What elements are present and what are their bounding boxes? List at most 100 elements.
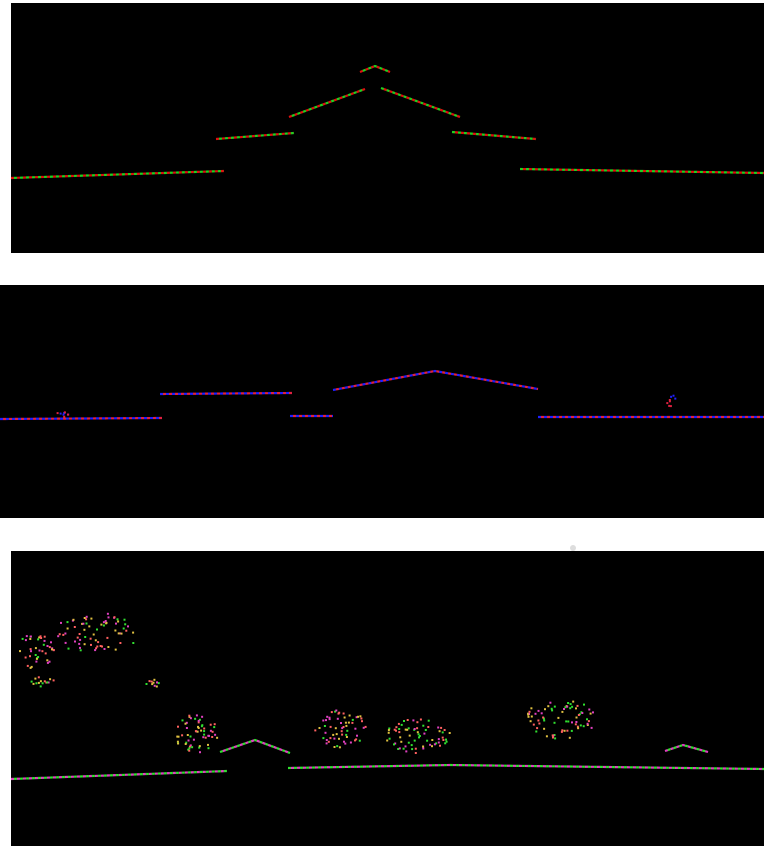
point xyxy=(44,680,46,682)
point xyxy=(118,632,120,634)
point xyxy=(361,720,363,722)
point xyxy=(329,737,331,739)
point xyxy=(322,720,324,722)
point xyxy=(587,723,589,725)
point xyxy=(341,730,343,732)
point xyxy=(345,722,347,724)
point xyxy=(27,665,29,667)
point xyxy=(530,707,532,709)
point xyxy=(216,737,218,739)
point xyxy=(567,721,569,723)
point xyxy=(199,751,201,753)
point xyxy=(95,647,97,649)
point xyxy=(132,642,134,644)
point xyxy=(569,707,571,709)
point xyxy=(119,642,121,644)
point xyxy=(431,739,433,741)
point xyxy=(101,646,103,648)
point xyxy=(399,736,401,738)
point xyxy=(156,681,158,683)
point xyxy=(408,742,410,744)
page: (() => { const NS = 'http://www.w3.org/2… xyxy=(0,0,764,846)
point xyxy=(177,726,179,728)
point xyxy=(90,618,92,620)
point xyxy=(37,638,39,640)
point xyxy=(561,711,563,713)
point xyxy=(63,414,65,416)
point xyxy=(429,744,431,746)
point xyxy=(551,708,553,710)
point xyxy=(105,620,107,622)
point xyxy=(571,730,573,732)
point xyxy=(86,616,88,618)
point xyxy=(566,730,568,732)
point xyxy=(438,742,440,744)
point xyxy=(46,681,48,683)
point xyxy=(552,737,554,739)
panel-top xyxy=(11,3,764,253)
point xyxy=(352,719,354,721)
point xyxy=(326,716,328,718)
point xyxy=(181,734,183,736)
point xyxy=(567,702,569,704)
point xyxy=(186,727,188,729)
point xyxy=(210,724,212,726)
point xyxy=(354,728,356,730)
point xyxy=(349,715,351,717)
point xyxy=(416,721,418,723)
point xyxy=(527,714,529,716)
point xyxy=(86,623,88,625)
point xyxy=(449,732,451,734)
point xyxy=(123,628,125,630)
point xyxy=(576,717,578,719)
point xyxy=(442,739,444,741)
point xyxy=(194,718,196,720)
point xyxy=(200,730,202,732)
point xyxy=(93,634,95,636)
point xyxy=(25,657,27,659)
point xyxy=(340,722,342,724)
point xyxy=(79,647,81,649)
point xyxy=(207,744,209,746)
point xyxy=(314,729,316,731)
point xyxy=(153,679,155,681)
point xyxy=(114,616,116,618)
point xyxy=(47,662,49,664)
point xyxy=(322,737,324,739)
point xyxy=(398,723,400,725)
point xyxy=(19,650,21,652)
point xyxy=(339,746,341,748)
point xyxy=(580,724,582,726)
point xyxy=(53,649,55,651)
point xyxy=(399,747,401,749)
point xyxy=(117,618,119,620)
point xyxy=(203,730,205,732)
point xyxy=(572,701,574,703)
point xyxy=(533,724,535,726)
point xyxy=(422,748,424,750)
point xyxy=(125,630,127,632)
point xyxy=(74,626,76,628)
point xyxy=(529,711,531,713)
point xyxy=(414,740,416,742)
point xyxy=(351,722,353,724)
point xyxy=(444,729,446,731)
point xyxy=(30,636,32,638)
point xyxy=(417,731,419,733)
point xyxy=(57,412,59,414)
point xyxy=(84,617,86,619)
point xyxy=(210,730,212,732)
point xyxy=(83,629,85,631)
point xyxy=(570,703,572,705)
point xyxy=(132,632,134,634)
point xyxy=(427,726,429,728)
point xyxy=(64,633,66,635)
point xyxy=(415,748,417,750)
point xyxy=(338,738,340,740)
point xyxy=(187,734,189,736)
point xyxy=(544,708,546,710)
point xyxy=(426,740,428,742)
point xyxy=(333,738,335,740)
point xyxy=(67,414,69,416)
point xyxy=(440,727,442,729)
